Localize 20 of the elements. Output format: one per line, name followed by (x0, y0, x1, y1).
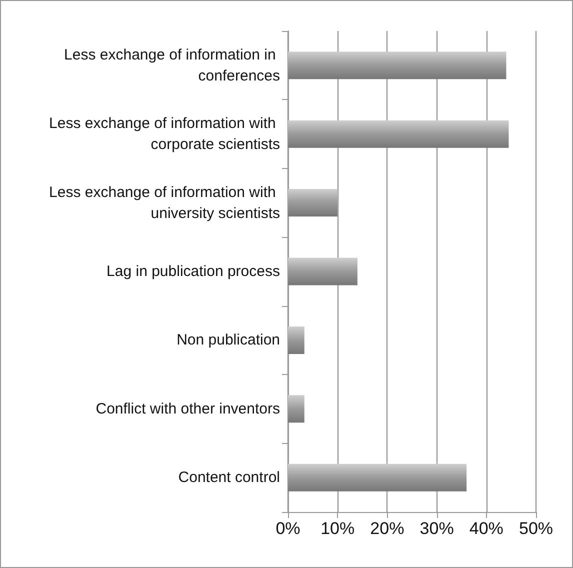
y-tick-label: Non publication (176, 332, 280, 349)
y-tick-label: Less exchange of information with corporate scientists (49, 115, 280, 154)
bar (288, 395, 304, 423)
x-tick-label: 10% (320, 519, 355, 538)
x-tick-label: 50% (518, 519, 554, 538)
y-tick-label: Conflict with other inventors (96, 400, 280, 418)
bar (288, 258, 358, 286)
bar (288, 189, 338, 217)
x-tick-label: 0% (276, 519, 300, 538)
bar (288, 120, 509, 148)
y-tick-label: Content control (178, 469, 280, 486)
bar (288, 326, 304, 354)
x-tick-label: 30% (420, 519, 454, 538)
x-tick-label: 40% (469, 519, 504, 538)
y-tick-label: Less exchange of information with university scientists (49, 184, 280, 222)
y-tick-label: Less exchange of information in conferences (64, 46, 280, 84)
bar (288, 52, 506, 80)
bar (288, 464, 467, 492)
x-tick-label: 20% (370, 519, 404, 538)
y-tick-label: Lag in publication process (106, 263, 280, 280)
